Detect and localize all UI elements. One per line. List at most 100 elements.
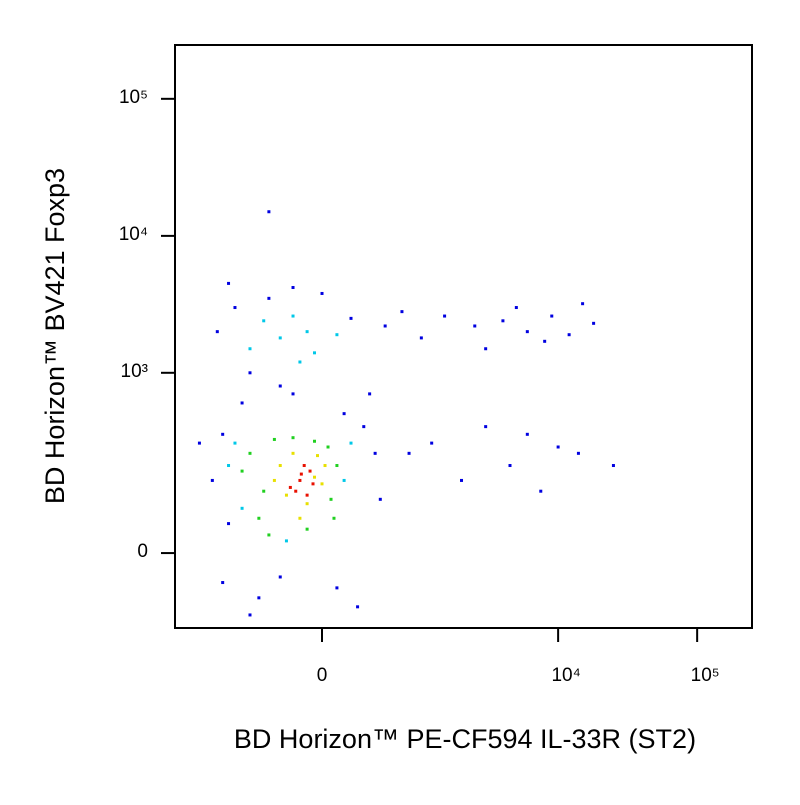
data-point	[501, 319, 505, 323]
data-point	[248, 451, 252, 455]
data-point	[592, 321, 596, 325]
data-point	[320, 482, 324, 486]
data-point	[329, 497, 333, 501]
data-point	[326, 445, 330, 449]
data-point	[539, 489, 543, 493]
data-point	[332, 516, 336, 520]
data-point	[525, 330, 529, 334]
data-point	[291, 314, 295, 318]
data-point	[313, 439, 317, 443]
data-point	[313, 475, 317, 479]
y-tick-label: 10⁴	[119, 224, 148, 245]
data-point	[284, 539, 288, 543]
data-point	[294, 489, 298, 493]
data-point	[342, 412, 346, 416]
plot-frame	[174, 44, 753, 629]
data-point	[298, 516, 302, 520]
data-point	[305, 493, 309, 497]
data-point	[240, 469, 244, 473]
data-point	[240, 506, 244, 510]
data-point	[284, 493, 288, 497]
data-point	[305, 330, 309, 334]
data-point	[221, 581, 225, 585]
data-point	[383, 324, 387, 328]
data-point	[514, 306, 518, 310]
y-axis-label: BD Horizon™ BV421 Foxp3	[40, 168, 70, 504]
data-point	[508, 464, 512, 468]
data-point	[373, 451, 377, 455]
data-point	[240, 401, 244, 405]
data-point	[335, 333, 339, 337]
data-point	[581, 302, 585, 306]
data-point	[272, 478, 276, 482]
data-point	[525, 432, 529, 436]
x-tick-label: 10⁴	[551, 665, 580, 686]
data-point	[221, 432, 225, 436]
data-point	[335, 464, 339, 468]
data-point	[267, 296, 271, 300]
y-tick-label: 0	[137, 541, 148, 562]
data-point	[278, 575, 282, 579]
data-point	[298, 478, 302, 482]
data-point	[215, 330, 219, 334]
data-point	[311, 482, 315, 486]
data-point	[291, 392, 295, 396]
data-point	[550, 314, 554, 318]
data-point	[278, 464, 282, 468]
data-point	[267, 533, 271, 537]
data-point	[305, 527, 309, 531]
x-tick-label: 0	[317, 665, 328, 686]
data-point	[262, 489, 266, 493]
data-point	[320, 291, 324, 295]
data-point	[400, 310, 404, 314]
data-point	[227, 281, 231, 285]
x-axis-label: BD Horizon™ PE-CF594 IL-33R (ST2)	[234, 724, 696, 754]
data-point	[288, 485, 292, 489]
data-point	[233, 441, 237, 445]
data-point	[308, 469, 312, 473]
data-point	[257, 596, 261, 600]
data-point	[335, 586, 339, 590]
data-point	[248, 347, 252, 351]
data-point	[349, 316, 353, 320]
data-point	[460, 478, 464, 482]
data-point	[227, 464, 231, 468]
data-point	[313, 351, 317, 355]
data-point	[342, 478, 346, 482]
data-point	[611, 464, 615, 468]
data-point	[430, 441, 434, 445]
data-point	[291, 286, 295, 290]
data-point	[291, 436, 295, 440]
data-point	[291, 451, 295, 455]
data-point	[233, 306, 237, 310]
data-point	[278, 384, 282, 388]
data-point	[299, 472, 303, 476]
data-point	[556, 445, 560, 449]
data-point	[302, 464, 306, 468]
data-point	[262, 319, 266, 323]
x-tick-label: 10⁵	[691, 665, 720, 686]
data-point	[248, 371, 252, 375]
data-point	[543, 339, 547, 343]
y-tick-label: 10⁵	[119, 87, 148, 108]
data-point	[484, 347, 488, 351]
data-point	[267, 210, 271, 214]
data-point	[227, 522, 231, 526]
data-point	[257, 516, 261, 520]
y-tick-label: 10³	[121, 361, 148, 382]
data-point	[484, 425, 488, 429]
data-point	[323, 464, 327, 468]
data-point	[278, 336, 282, 340]
data-point	[368, 392, 372, 396]
data-point	[356, 605, 360, 609]
data-point	[378, 497, 382, 501]
data-point	[576, 451, 580, 455]
data-point	[443, 314, 447, 318]
data-point	[473, 324, 477, 328]
data-point	[419, 336, 423, 340]
data-point	[210, 478, 214, 482]
data-point	[567, 333, 571, 337]
data-point	[248, 613, 252, 617]
data-point	[362, 425, 366, 429]
data-point	[349, 441, 353, 445]
